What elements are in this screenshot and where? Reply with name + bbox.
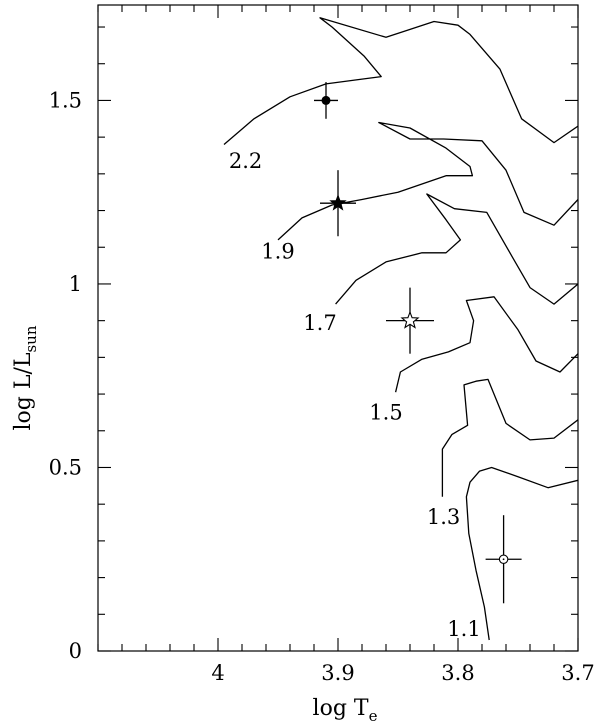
y-tick-label: 1 [69,272,82,296]
y-tick-label: 0 [69,639,82,663]
sun-symbol-star [485,515,522,604]
filled-circle-star [314,82,338,119]
filled-star-marker [329,194,347,211]
track-1-7 [335,193,578,305]
track-mass-labels: 2.2 1.9 1.7 1.5 1.3 1.1 [229,149,481,641]
track-label-1-7: 1.7 [303,311,336,335]
y-tick-label: 1.5 [49,88,82,112]
track-1-1 [465,466,578,641]
plot-frame [97,4,579,652]
track-1-5 [394,296,578,393]
track-label-1-9: 1.9 [261,240,294,264]
observed-stars [314,82,522,604]
track-label-1-3: 1.3 [427,505,460,529]
evolutionary-tracks [223,17,578,641]
x-tick-label: 4 [211,661,224,685]
y-axis-label: log L/Lsun [11,325,40,430]
track-1-3 [441,378,578,497]
open-star-marker [400,310,420,329]
y-tick-label: 0.5 [49,455,82,479]
plot-frame-box [97,4,579,652]
x-tick-label: 3.7 [561,661,594,685]
x-tick-label: 3.9 [321,661,354,685]
x-tick-label: 3.8 [441,661,474,685]
track-label-2-2: 2.2 [229,149,262,173]
filled-star-star [320,170,356,237]
axis-ticks: 4 3.9 3.8 3.7 0 0.5 1 1.5 [49,5,595,685]
track-1-9 [277,121,578,241]
x-axis-label: log Te [313,696,378,725]
track-label-1-1: 1.1 [447,617,480,641]
sun-symbol-dot [502,558,505,561]
open-star-star [386,287,434,354]
track-label-1-5: 1.5 [369,400,402,424]
track-2-2 [223,17,578,145]
filled-circle-marker [321,95,331,105]
